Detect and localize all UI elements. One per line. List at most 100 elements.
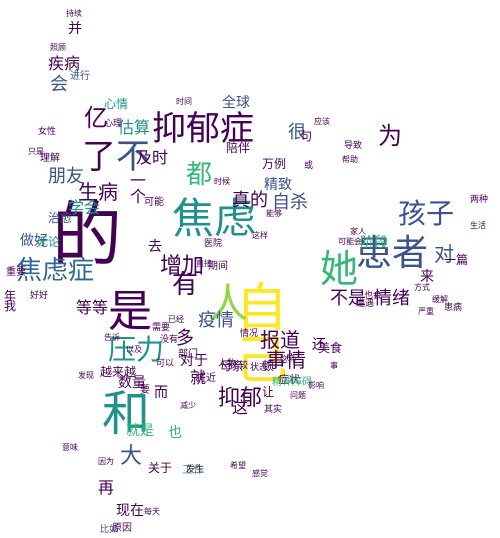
word: 这	[232, 398, 249, 417]
word: 美食	[318, 341, 343, 355]
word: 女性	[38, 127, 57, 137]
word: 压力	[108, 333, 165, 366]
word: 和	[102, 386, 151, 442]
word: 心情	[104, 97, 129, 111]
word: 越来越	[100, 365, 137, 379]
word: 自杀	[272, 192, 308, 213]
word: 句	[300, 129, 313, 143]
word: 缓解	[432, 295, 448, 304]
word: 帮助	[342, 155, 358, 164]
word: 要	[140, 385, 150, 396]
word: 时候	[214, 177, 230, 186]
word: 精神障碍	[272, 377, 312, 388]
word: 大	[120, 444, 143, 469]
word: 增加	[160, 254, 205, 279]
word: 将近	[196, 373, 216, 384]
word: 需要	[152, 323, 171, 333]
word: 不	[116, 137, 150, 177]
word: 患者	[356, 233, 429, 274]
word: 能够	[266, 209, 282, 218]
word: 不是	[330, 288, 366, 309]
word: 期间	[208, 261, 228, 272]
word: 只是	[28, 147, 44, 156]
word: 全球	[222, 95, 250, 111]
word: 关于	[148, 461, 173, 475]
word: 这样	[252, 231, 268, 240]
word: 数量	[118, 375, 146, 391]
word: 以及	[126, 345, 142, 354]
word: 心理	[104, 119, 123, 129]
word: 而	[154, 385, 168, 401]
word: 已经	[168, 315, 184, 324]
word: 进行	[70, 71, 90, 82]
word: 顿	[262, 359, 275, 373]
word: 希望	[230, 461, 246, 470]
word: 抑郁	[218, 386, 263, 411]
word: 陪伴	[226, 141, 251, 155]
word: 万例	[262, 157, 287, 171]
word: 疾病	[48, 54, 81, 73]
word: 或	[304, 161, 314, 171]
word: 照顾	[50, 43, 66, 52]
word: 她	[320, 247, 359, 291]
word: 是	[108, 286, 152, 337]
word: 等等	[76, 298, 109, 317]
word: 理解	[40, 153, 60, 164]
word: 学会	[68, 198, 101, 217]
word: 时间	[176, 97, 192, 106]
word: 遭遇	[356, 299, 375, 309]
word: 发生	[186, 465, 205, 475]
word: 疫情	[198, 310, 234, 331]
word: 状态	[250, 363, 269, 373]
word: 持续	[66, 9, 82, 18]
word: 焦虑	[172, 194, 257, 243]
word: 做好	[20, 233, 48, 249]
word: 阶段	[360, 235, 388, 251]
word: 生病	[78, 180, 118, 204]
word: 好好	[30, 291, 49, 301]
word: 感觉	[252, 469, 268, 478]
word: 估算	[118, 118, 151, 137]
word: 多	[176, 328, 194, 349]
word: 这种	[280, 355, 296, 364]
word: 朋友	[48, 166, 84, 187]
word: 有	[172, 270, 199, 300]
word: 发现	[78, 371, 94, 380]
word: 很	[288, 122, 306, 143]
word: 的	[52, 194, 122, 276]
word: 治愈	[48, 211, 73, 225]
word: 每天	[144, 507, 160, 516]
word: 直接	[196, 259, 212, 268]
word: 严重	[418, 307, 434, 316]
word: 并	[68, 21, 82, 37]
word: 可能	[144, 197, 164, 208]
word: 可以	[156, 359, 175, 369]
word: 孩子	[398, 197, 455, 230]
word: 原因	[112, 523, 132, 534]
word: 影响	[308, 381, 324, 390]
word: 重要	[6, 267, 26, 278]
word: 真的	[232, 190, 268, 211]
word: 让	[262, 385, 275, 399]
word: 对	[434, 242, 454, 266]
word: 自己	[226, 280, 286, 384]
word: 导致	[344, 141, 363, 151]
word: 及时	[136, 148, 169, 167]
word: 来	[420, 269, 434, 285]
word: 症状	[278, 373, 300, 386]
word: 现在	[116, 503, 144, 519]
word: 两种	[470, 195, 489, 205]
word: 为	[378, 122, 402, 150]
word: 比较	[230, 361, 249, 371]
word: 我	[4, 299, 17, 313]
word: 也会	[364, 291, 383, 301]
word: 医院	[204, 239, 223, 249]
word: 都	[186, 160, 213, 190]
word: 焦虑症	[16, 256, 95, 286]
word: 可能会	[338, 237, 362, 246]
word: 报道	[260, 328, 300, 352]
word: 还	[312, 337, 326, 353]
word: 告诉	[104, 333, 120, 342]
word: 抑郁症	[152, 109, 254, 149]
word: 年	[4, 289, 17, 303]
